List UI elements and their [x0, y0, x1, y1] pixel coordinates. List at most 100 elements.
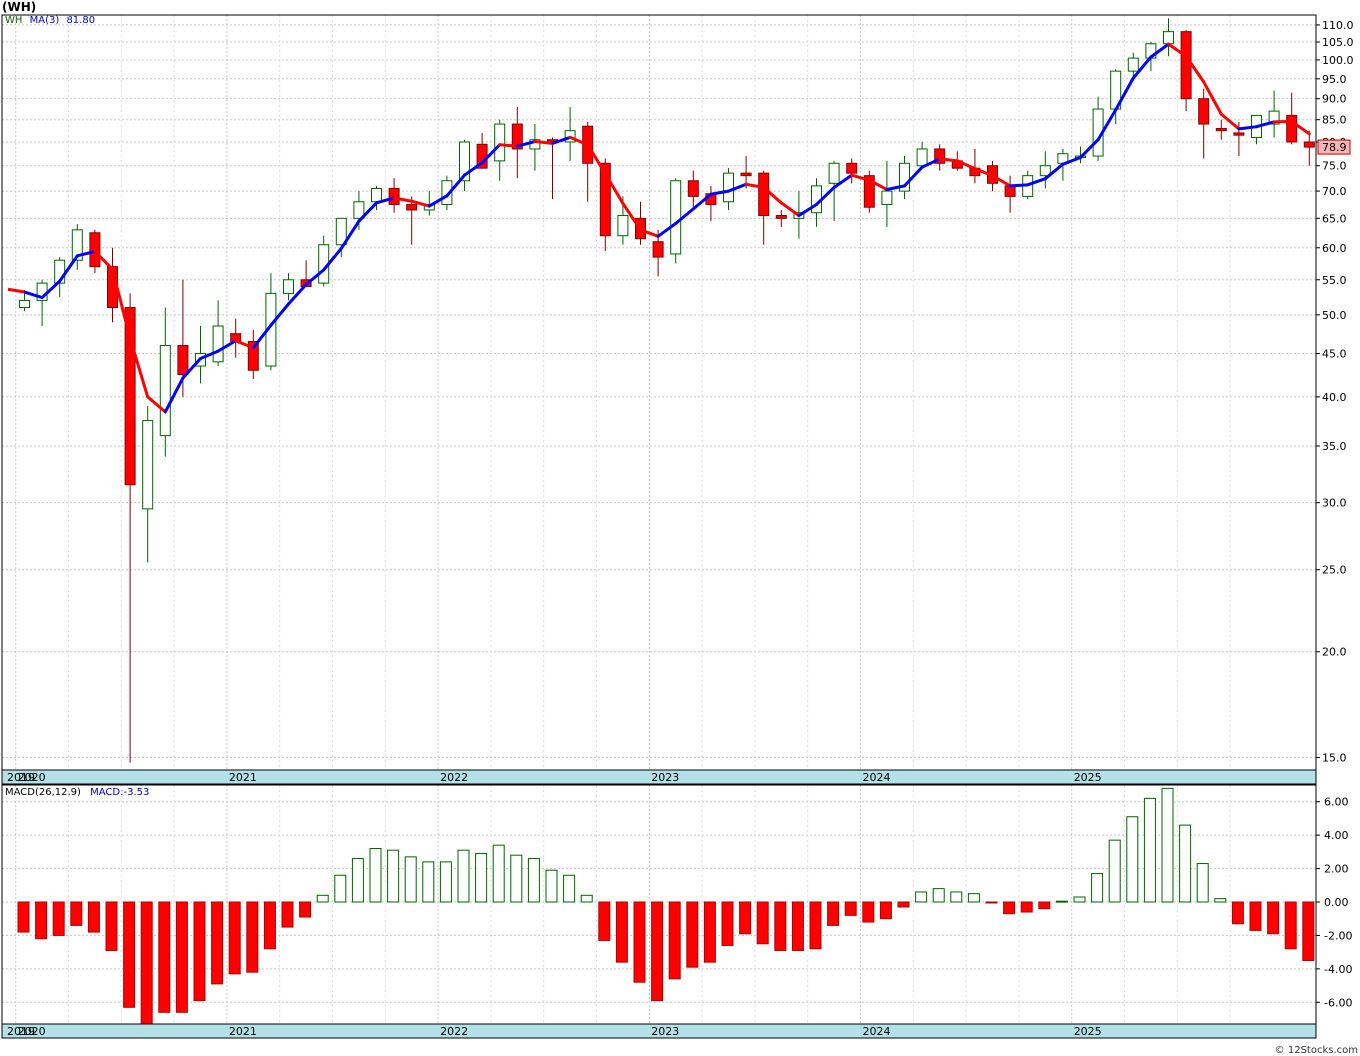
macd-bar [668, 901, 681, 980]
ma-segment [533, 140, 554, 145]
ma-segment [410, 199, 431, 208]
macd-bar [475, 853, 488, 903]
macd-bar [1249, 901, 1262, 931]
macd-tick-label: -2.00 [1324, 929, 1352, 942]
macd-bar [1055, 900, 1068, 903]
price-tick-label: 100.0 [1322, 54, 1354, 67]
ma-segment [639, 228, 660, 238]
ma-segment [586, 143, 607, 176]
candle-body [899, 162, 910, 192]
ma-segment [304, 268, 326, 286]
candle-body [494, 123, 506, 162]
ma-segment [744, 182, 766, 189]
ma-segment [1061, 155, 1082, 166]
price-panel-frame [1, 14, 1317, 771]
price-tick-label: 110.0 [1322, 19, 1354, 32]
macd-bar [158, 901, 171, 1013]
ma-segment [903, 165, 924, 188]
macd-bar [140, 901, 153, 1025]
macd-bar [739, 901, 752, 935]
macd-bar [1091, 873, 1104, 903]
ma-segment [128, 336, 150, 399]
macd-bar [633, 901, 646, 983]
price-grid [2, 15, 1316, 1024]
candle-body [1004, 185, 1016, 197]
candle-body [1286, 114, 1298, 143]
year-label: 2019 [7, 1025, 35, 1038]
candle-body [212, 325, 224, 363]
macd-bar [844, 901, 857, 916]
ma-segment [339, 219, 361, 250]
macd-bar [369, 848, 382, 903]
price-tick-label: 70.0 [1322, 185, 1347, 198]
candle-body [1127, 57, 1139, 72]
candle-body [740, 172, 752, 177]
macd-bar [1302, 901, 1315, 961]
year-label: 2022 [440, 771, 468, 784]
macd-bar [862, 901, 875, 923]
candle-body [687, 180, 699, 197]
macd-bar [52, 901, 65, 936]
macd-bar [316, 894, 329, 903]
ma-segment [815, 185, 836, 206]
candle-body [1268, 110, 1280, 125]
macd-bar [686, 901, 699, 968]
macd-bar [615, 901, 628, 963]
macd-bar [1126, 816, 1139, 903]
candle-body [511, 123, 523, 150]
ma-segment [269, 302, 290, 327]
macd-bar [879, 901, 892, 920]
macd-bar [228, 901, 241, 975]
macd-bar [580, 894, 593, 903]
ma-segment [1149, 42, 1170, 59]
candle-body [617, 215, 629, 237]
ma-segment [199, 349, 220, 360]
macd-bar [70, 901, 83, 926]
macd-bar [703, 901, 716, 963]
ma-segment [955, 159, 977, 171]
ma-segment [1131, 55, 1153, 80]
ma-segment [251, 323, 273, 350]
macd-bar [1020, 901, 1033, 913]
ma-segment [375, 196, 396, 205]
candle-body [1180, 31, 1192, 100]
year-label: 2024 [863, 1025, 891, 1038]
macd-value: MACD:-3.53 [90, 787, 150, 798]
ma-segment [1114, 76, 1135, 112]
macd-bar [334, 874, 347, 903]
ma-segment [920, 157, 942, 169]
candle-body [863, 175, 875, 208]
ma-segment [445, 173, 466, 198]
macd-bar [827, 901, 840, 926]
ma-segment [656, 221, 678, 238]
macd-bar [510, 854, 523, 903]
panel-frames [1, 14, 1317, 1025]
year-label: 2025 [1074, 1025, 1102, 1038]
year-label: 2019 [7, 771, 35, 784]
candle-body [1215, 127, 1227, 132]
macd-bar [897, 901, 910, 908]
ma-segment [973, 167, 994, 178]
macd-bar [563, 874, 576, 903]
price-tick-label: 105.0 [1322, 36, 1354, 49]
candle-body [828, 162, 840, 184]
ma-segment [867, 178, 889, 192]
ma-segment [762, 185, 783, 205]
ma-segment [603, 172, 625, 205]
candle-body [1303, 141, 1315, 148]
macd-bar [17, 901, 30, 933]
ma-segment [674, 207, 695, 225]
macd-bar [35, 901, 48, 940]
ma-value: 81.80 [66, 15, 96, 26]
ma-segment [991, 174, 1012, 188]
year-label: 2021 [229, 1025, 257, 1038]
candle-body [371, 187, 382, 203]
macd-bar [1179, 824, 1192, 903]
candle-body [406, 203, 418, 211]
candle-body [599, 162, 611, 237]
macd-bar [1003, 901, 1016, 915]
ma-segment [885, 184, 906, 192]
ma-segment [1202, 80, 1223, 116]
macd-tick-label: -4.00 [1324, 963, 1352, 976]
